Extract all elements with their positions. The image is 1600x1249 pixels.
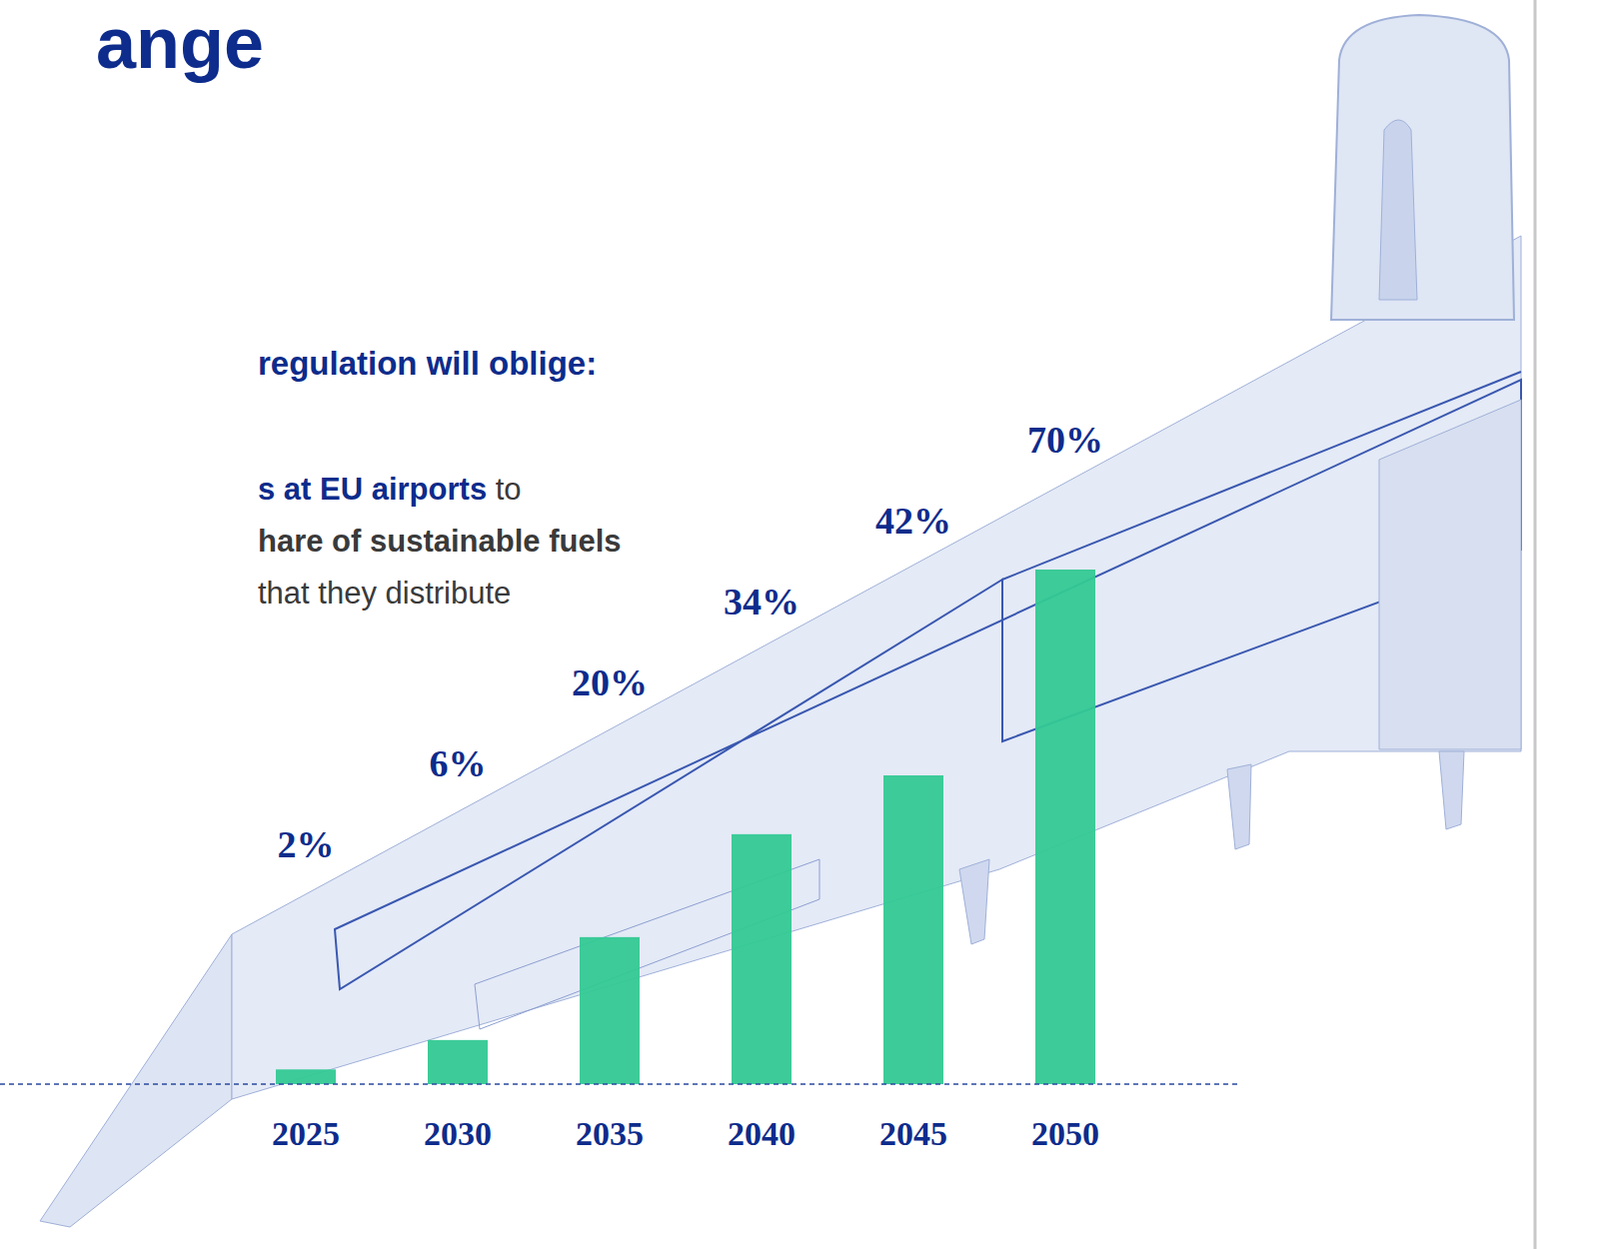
- x-axis-line: [0, 1083, 1240, 1086]
- bar: [1035, 569, 1096, 1085]
- annotation-text: s at EU airports: [257, 471, 487, 507]
- bar: [579, 937, 640, 1085]
- pylon: [1439, 751, 1465, 830]
- pylon: [959, 859, 990, 945]
- chart-svg: ange regulation will oblige: s at EU airpo…: [0, 0, 1600, 1249]
- x-tick-label: 2040: [727, 1115, 796, 1153]
- winglet: [39, 934, 232, 1228]
- frame-edge: [1534, 0, 1538, 1249]
- wing: [231, 235, 1522, 1100]
- bar: [275, 1069, 336, 1085]
- data-label: 2%: [277, 823, 335, 866]
- x-tick-label: 2030: [423, 1115, 492, 1153]
- bar: [731, 834, 792, 1085]
- x-tick-label: 2045: [879, 1115, 948, 1153]
- annotation-text: to: [486, 471, 521, 507]
- annotation-text: hare of sustainable fuels: [257, 523, 622, 559]
- data-label: 6%: [429, 742, 487, 785]
- bar: [427, 1040, 488, 1085]
- x-tick-label: 2035: [575, 1115, 644, 1153]
- annotation-text: that they distribute: [257, 575, 511, 611]
- wing-root: [1379, 399, 1522, 750]
- x-tick-label: 2050: [1031, 1115, 1100, 1153]
- bars: [275, 569, 1096, 1085]
- annotation-line: that they distribute: [257, 575, 511, 611]
- data-label: 42%: [875, 499, 952, 542]
- engine: [1331, 14, 1515, 320]
- data-label: 70%: [1027, 418, 1104, 461]
- annotation-line: hare of sustainable fuels: [257, 523, 622, 559]
- pylon: [1227, 764, 1252, 850]
- annotation-line: s at EU airports to: [257, 471, 522, 507]
- wing-illustration: [39, 0, 1536, 1249]
- engine-nozzle: [1379, 119, 1418, 300]
- title: ange: [95, 2, 264, 83]
- chart-root: ange regulation will oblige: s at EU airpo…: [0, 0, 1600, 1249]
- data-label: 20%: [571, 661, 648, 704]
- bar: [883, 775, 944, 1085]
- subtitle: regulation will oblige:: [257, 344, 597, 382]
- x-tick-label: 2025: [271, 1115, 340, 1153]
- data-label: 34%: [723, 580, 800, 623]
